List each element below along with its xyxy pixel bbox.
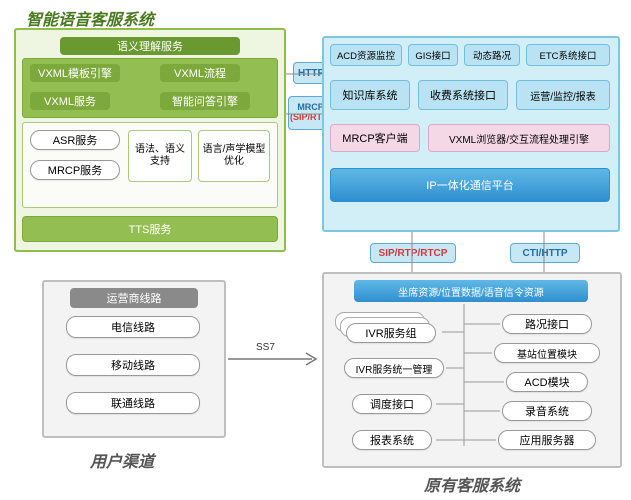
acd-res: ACD资源监控 (330, 44, 402, 66)
carrier-header: 运营商线路 (70, 288, 198, 308)
vxml-service: VXML服务 (30, 92, 110, 110)
vxml-flow: VXML流程 (160, 64, 240, 82)
mrcp-service: MRCP服务 (30, 160, 120, 180)
qa-engine: 智能问答引擎 (160, 92, 250, 110)
title-smart-voice: 智能语音客服系统 (26, 6, 154, 30)
billing: 收费系统接口 (418, 80, 508, 110)
green-header: 语义理解服务 (60, 37, 240, 55)
gis: GIS接口 (408, 44, 458, 66)
unicom-line: 联通线路 (66, 392, 200, 414)
dyn-route: 动态路况 (464, 44, 520, 66)
syntax-support: 语法、语义支持 (128, 130, 192, 182)
vxml-browser: VXML浏览器/交互流程处理引擎 (428, 124, 610, 152)
acoustic-model: 语言/声学模型优化 (198, 130, 270, 182)
asr-service: ASR服务 (30, 130, 120, 150)
ss7-arrow (226, 350, 322, 368)
etc: ETC系统接口 (526, 44, 610, 66)
title-user-channel: 用户渠道 (90, 448, 154, 472)
vxml-template: VXML模板引擎 (30, 64, 120, 82)
ip-platform: IP一体化通信平台 (330, 168, 610, 202)
mrcp-client: MRCP客户端 (330, 124, 420, 152)
telecom-line: 电信线路 (66, 316, 200, 338)
title-legacy: 原有客服系统 (424, 472, 520, 496)
connector-lines-mid (360, 230, 590, 278)
tts-service: TTS服务 (22, 216, 278, 242)
ops: 运营/监控/报表 (516, 80, 610, 110)
kb: 知识库系统 (330, 80, 410, 110)
legacy-connectors (330, 298, 620, 458)
mobile-line: 移动线路 (66, 354, 200, 376)
